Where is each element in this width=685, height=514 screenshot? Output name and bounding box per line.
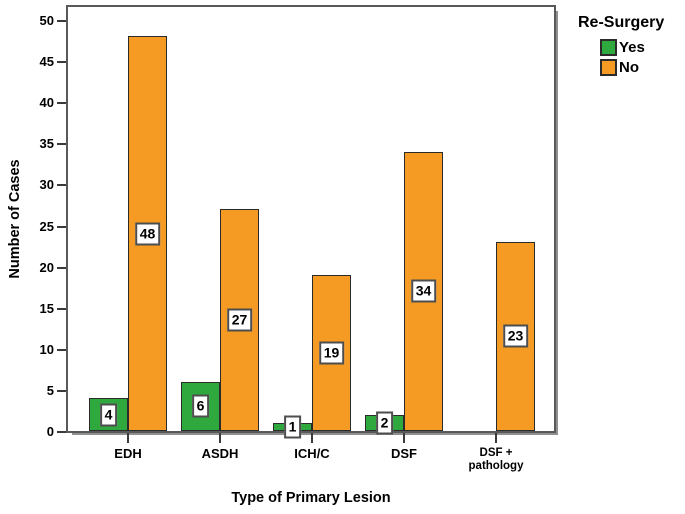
value-label-yes-ich-c: 1 bbox=[283, 415, 302, 439]
x-tick-mark-edh bbox=[127, 433, 129, 443]
legend-swatch-no-icon bbox=[600, 59, 617, 76]
y-tick-label-25: 25 bbox=[39, 218, 54, 234]
y-tick-mark-35 bbox=[57, 143, 66, 146]
y-tick-label-10: 10 bbox=[39, 341, 54, 357]
bar-no-ich-c bbox=[312, 274, 351, 431]
legend-item-no: No bbox=[600, 59, 664, 76]
value-label-yes-dsf: 2 bbox=[375, 411, 394, 435]
legend-swatch-yes-icon bbox=[600, 39, 617, 56]
value-label-yes-edh: 4 bbox=[99, 403, 118, 427]
y-tick-mark-50 bbox=[57, 20, 66, 22]
y-tick-label-5: 5 bbox=[46, 382, 54, 398]
y-tick-mark-15 bbox=[57, 307, 66, 310]
x-tick-label-asdh: ASDH bbox=[201, 446, 239, 461]
x-tick-label-ich-c: ICH/C bbox=[294, 446, 330, 461]
x-tick-label-edh: EDH bbox=[114, 446, 142, 461]
legend-label-yes: Yes bbox=[619, 39, 645, 56]
x-tick-mark-dsf bbox=[403, 433, 405, 443]
value-label-no-edh: 48 bbox=[134, 222, 161, 246]
x-tick-label-dsf: DSF bbox=[391, 446, 417, 461]
y-tick-label-15: 15 bbox=[39, 300, 54, 316]
value-label-no-asdh: 27 bbox=[226, 308, 253, 332]
legend: Re-Surgery Yes No bbox=[578, 14, 664, 79]
y-tick-label-45: 45 bbox=[39, 54, 54, 70]
x-tick-mark-ich-c bbox=[311, 433, 313, 443]
legend-label-no: No bbox=[619, 59, 639, 76]
legend-title: Re-Surgery bbox=[578, 14, 665, 31]
y-tick-label-20: 20 bbox=[39, 259, 54, 275]
x-tick-mark-dsf-pathology bbox=[495, 433, 497, 443]
y-tick-mark-10 bbox=[57, 348, 66, 351]
legend-item-yes: Yes bbox=[600, 39, 664, 56]
value-label-no-ich-c: 19 bbox=[318, 341, 345, 365]
y-tick-mark-30 bbox=[57, 184, 66, 187]
y-tick-label-35: 35 bbox=[39, 136, 54, 152]
x-tick-label-dsf-pathology: DSF + pathology bbox=[468, 447, 524, 472]
y-tick-label-0: 0 bbox=[46, 424, 54, 439]
x-tick-mark-asdh bbox=[219, 433, 221, 443]
y-tick-mark-20 bbox=[57, 266, 66, 269]
y-tick-label-40: 40 bbox=[39, 95, 54, 111]
y-tick-mark-5 bbox=[57, 389, 66, 392]
y-tick-mark-25 bbox=[57, 225, 66, 228]
y-tick-label-30: 30 bbox=[39, 177, 54, 193]
y-tick-label-50: 50 bbox=[39, 13, 54, 28]
value-label-yes-asdh: 6 bbox=[191, 394, 210, 418]
y-tick-mark-0 bbox=[57, 431, 66, 433]
bar-no-edh bbox=[128, 36, 167, 431]
value-label-no-dsf-pathology: 23 bbox=[502, 324, 529, 348]
y-tick-mark-45 bbox=[57, 61, 66, 64]
value-label-no-dsf: 34 bbox=[410, 279, 437, 303]
x-axis-title: Type of Primary Lesion bbox=[231, 490, 391, 506]
y-tick-mark-40 bbox=[57, 102, 66, 105]
